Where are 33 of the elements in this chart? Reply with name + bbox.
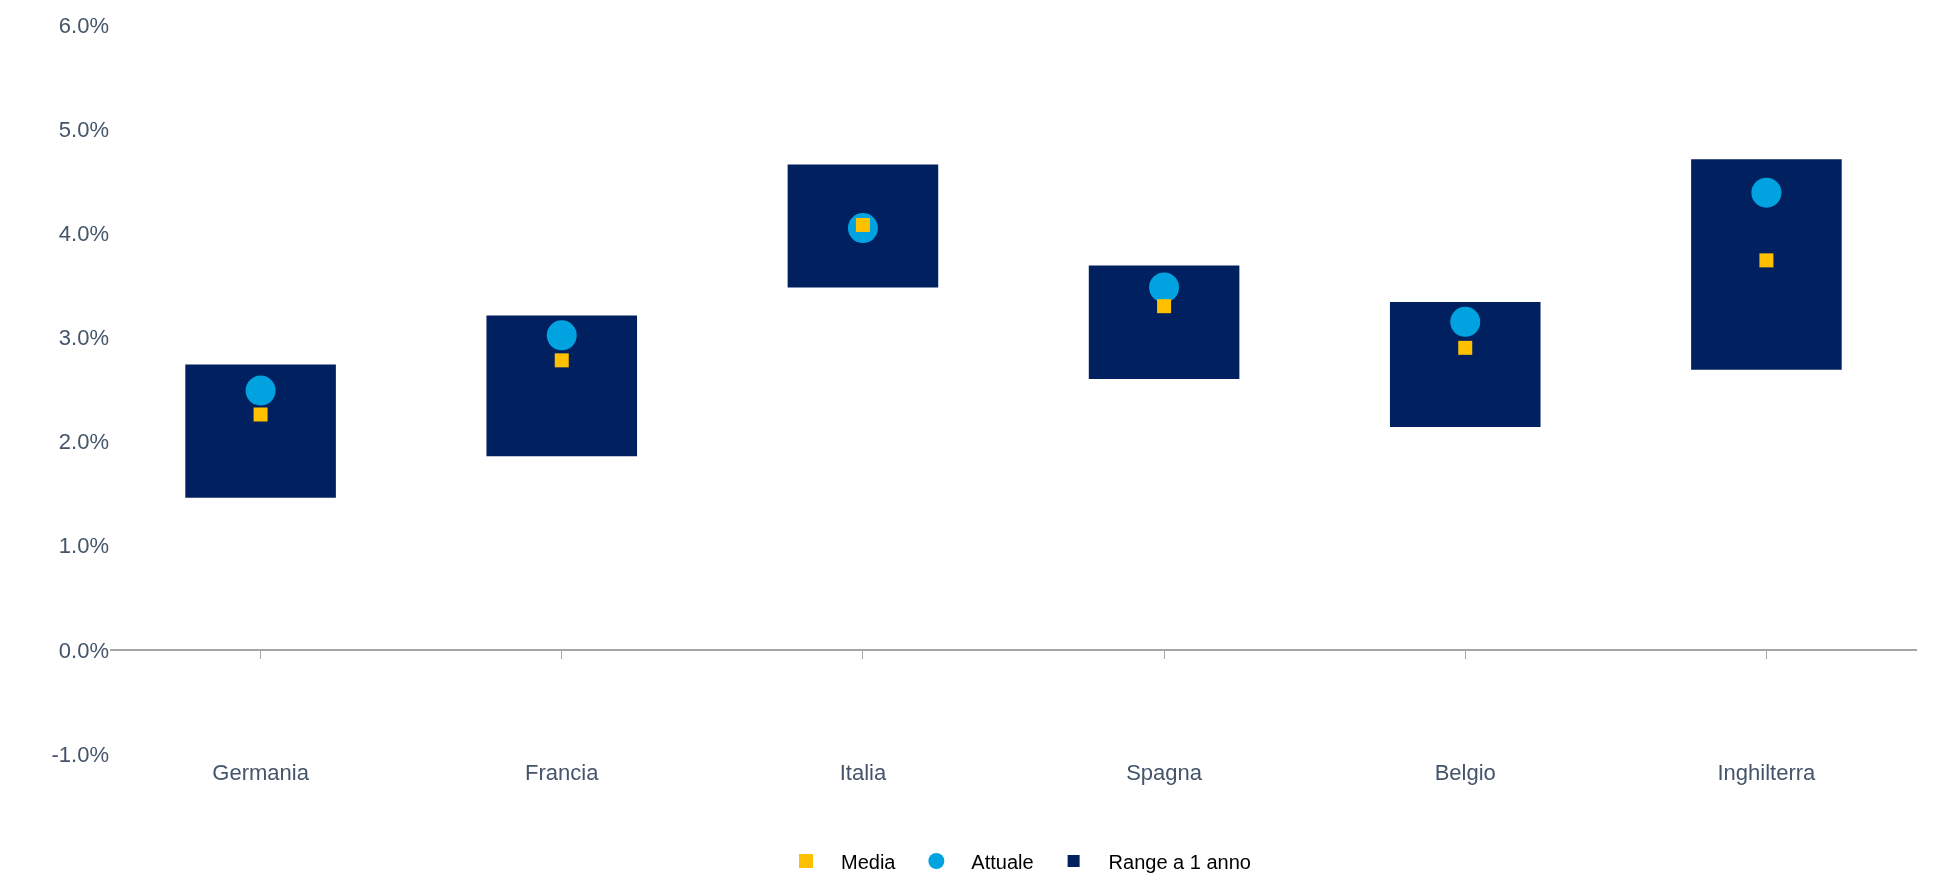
legend-label: Attuale [971,850,1034,873]
y-tick-label: 6.0% [58,12,109,38]
x-tick-label: Italia [839,760,887,786]
point [245,375,276,406]
bar [1088,265,1240,380]
legend-label: Media [841,850,897,873]
y-tick-label: 2.0% [58,429,109,455]
point [1751,177,1782,208]
x-tick-label: Inghilterra [1717,760,1817,786]
x-tick-label: Spagna [1126,760,1203,786]
point [253,407,268,422]
point [546,320,577,351]
point [1157,299,1172,314]
y-tick-label: 3.0% [58,325,109,351]
y-tick-label: 4.0% [58,220,109,246]
x-tick-label: Belgio [1434,760,1496,786]
point [1458,340,1473,355]
point [554,353,569,368]
x-tick-label: Germania [212,760,310,786]
y-tick-label: 0.0% [58,637,109,663]
bar [1389,302,1541,427]
bar [787,164,939,288]
bar [1691,159,1842,370]
bar [185,364,336,498]
point [1450,306,1481,337]
x-tick-label: Francia [525,760,600,786]
y-tick-label: 1.0% [58,533,109,559]
point [1149,272,1180,303]
point [1759,253,1774,268]
y-tick-label: 5.0% [58,116,109,142]
y-tick-label: -1.0% [51,741,109,767]
bar [486,315,638,457]
legend-label: Range a 1 anno [1108,850,1251,873]
